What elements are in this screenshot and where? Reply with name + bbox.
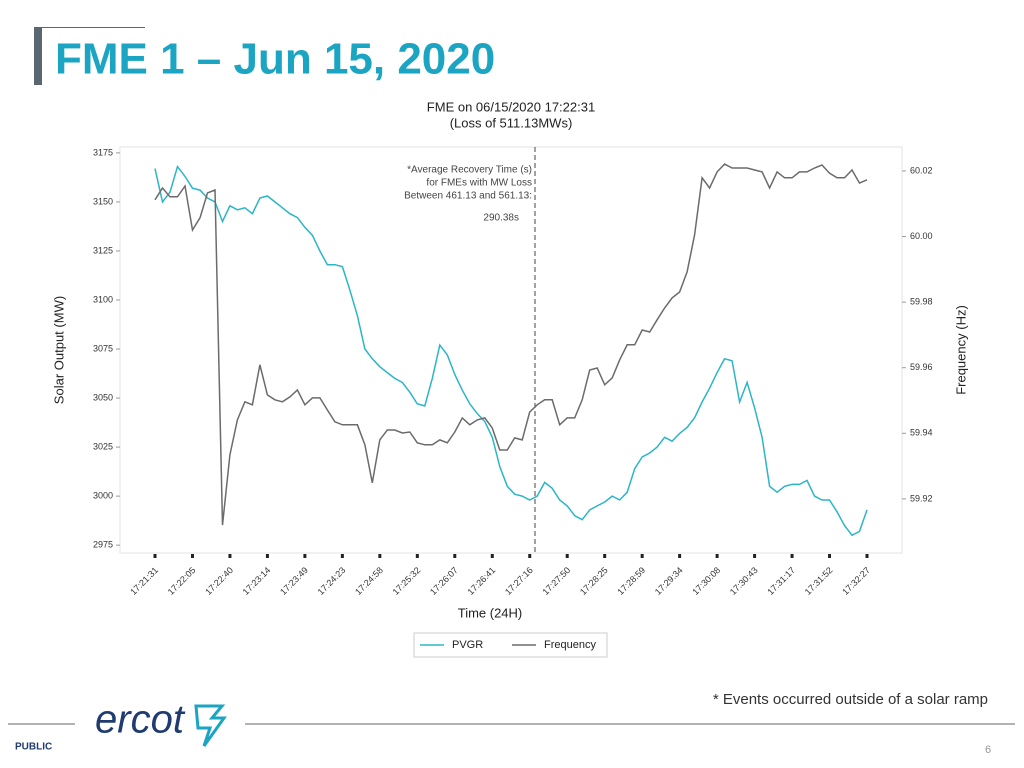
y-tick-label: 3025 [93, 441, 113, 451]
y2-tick-label: 60.02 [910, 165, 933, 175]
footnote: * Events occurred outside of a solar ram… [713, 691, 988, 708]
classification: PUBLIC [15, 742, 52, 753]
y-tick-label: 3150 [93, 196, 113, 206]
legend-label: Frequency [544, 639, 596, 651]
annotation: *Average Recovery Time (s) [407, 165, 532, 176]
annotation: for FMEs with MW Loss [426, 178, 532, 189]
y-tick-label: 3125 [93, 245, 113, 255]
x-tick-label: 17:23:14 [241, 565, 273, 597]
x-tick-label: 17:32:27 [840, 565, 872, 597]
chart-title: FME on 06/15/2020 17:22:31 [427, 99, 595, 114]
y2-tick-label: 59.96 [910, 362, 933, 372]
y2-tick-label: 60.00 [910, 231, 933, 241]
y-tick-label: 2975 [93, 540, 113, 550]
x-tick-label: 17:25:32 [391, 565, 423, 597]
legend-box [413, 632, 608, 658]
y-axis-label: Solar Output (MW) [51, 296, 66, 404]
x-tick-label: 17:22:05 [166, 565, 198, 597]
x-tick-label: 17:24:23 [316, 565, 348, 597]
x-tick-label: 17:30:43 [728, 565, 760, 597]
x-tick-label: 17:23:49 [278, 565, 310, 597]
x-tick-label: 17:28:59 [615, 565, 647, 597]
logo-mark [194, 704, 227, 747]
logo: ercot [95, 698, 186, 742]
x-axis-label: Time (24H) [458, 605, 523, 620]
y2-tick-label: 59.92 [910, 493, 933, 503]
x-tick-label: 17:26:41 [466, 565, 498, 597]
title-accent [34, 27, 42, 85]
chart-subtitle: (Loss of 511.13MWs) [450, 115, 573, 130]
legend-label: PVGR [452, 639, 483, 651]
y2-axis-label: Frequency (Hz) [953, 305, 968, 395]
annotation: 290.38s [483, 213, 519, 224]
x-tick-label: 17:24:58 [353, 565, 385, 597]
x-tick-label: 17:27:16 [503, 565, 535, 597]
series-line [154, 163, 868, 526]
x-tick-label: 17:28:25 [578, 565, 610, 597]
x-tick-label: 17:30:08 [690, 565, 722, 597]
x-tick-label: 17:29:34 [653, 565, 685, 597]
series-line [154, 164, 868, 537]
annotation: Between 461.13 and 561.13: [404, 191, 532, 202]
y-tick-label: 3075 [93, 343, 113, 353]
x-tick-label: 17:26:07 [428, 565, 460, 597]
y-tick-label: 3100 [93, 294, 113, 304]
x-tick-label: 17:21:31 [128, 565, 160, 597]
y2-tick-label: 59.98 [910, 296, 933, 306]
slide-title: FME 1 – Jun 15, 2020 [55, 35, 495, 84]
y-tick-label: 3175 [93, 147, 113, 157]
x-tick-label: 17:22:40 [203, 565, 235, 597]
page-number: 6 [985, 744, 991, 756]
y-tick-label: 3000 [93, 490, 113, 500]
x-tick-label: 17:31:17 [765, 565, 797, 597]
x-tick-label: 17:31:52 [803, 565, 835, 597]
plot-frame [119, 146, 903, 554]
x-tick-label: 17:27:50 [540, 565, 572, 597]
y2-tick-label: 59.94 [910, 428, 933, 438]
y-tick-label: 3050 [93, 392, 113, 402]
